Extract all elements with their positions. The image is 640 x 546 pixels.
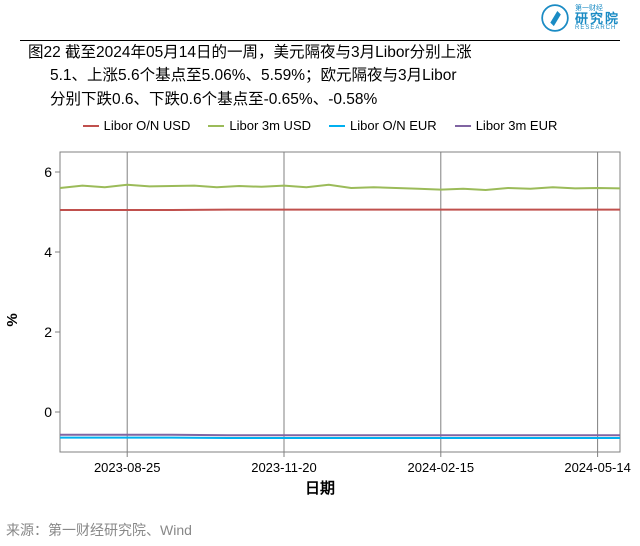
legend-item: Libor O/N EUR bbox=[329, 118, 437, 133]
legend-swatch bbox=[329, 125, 345, 127]
legend-swatch bbox=[455, 125, 471, 127]
x-tick-label: 2024-02-15 bbox=[408, 460, 475, 475]
legend-label: Libor O/N USD bbox=[104, 118, 191, 133]
logo-main: 研究院 bbox=[575, 12, 620, 25]
legend-swatch bbox=[83, 125, 99, 127]
legend-label: Libor 3m EUR bbox=[476, 118, 558, 133]
legend-label: Libor O/N EUR bbox=[350, 118, 437, 133]
logo-sub: RESEARCH bbox=[575, 25, 620, 31]
source-text: 来源：第一财经研究院、Wind bbox=[6, 520, 192, 540]
title-line-2: 5.1、上涨5.6个基点至5.06%、5.59%；欧元隔夜与3月Libor bbox=[20, 64, 620, 87]
plot-area bbox=[0, 140, 640, 500]
chart-legend: Libor O/N USD Libor 3m USD Libor O/N EUR Li… bbox=[0, 118, 640, 133]
y-tick-label: 6 bbox=[44, 164, 52, 180]
y-tick-label: 4 bbox=[44, 244, 52, 260]
legend-label: Libor 3m USD bbox=[229, 118, 311, 133]
x-tick-label: 2023-11-20 bbox=[251, 460, 317, 475]
y-tick-label: 2 bbox=[44, 324, 52, 340]
legend-item: Libor O/N USD bbox=[83, 118, 191, 133]
legend-item: Libor 3m USD bbox=[208, 118, 311, 133]
legend-item: Libor 3m EUR bbox=[455, 118, 558, 133]
chart-title: 图22 截至2024年05月14日的一周，美元隔夜与3月Libor分别上涨 5.… bbox=[20, 40, 620, 111]
x-tick-label: 2023-08-25 bbox=[94, 460, 161, 475]
title-line-1: 图22 截至2024年05月14日的一周，美元隔夜与3月Libor分别上涨 bbox=[20, 41, 620, 64]
line-chart: % 日期 02462023-08-252023-11-202024-02-152… bbox=[0, 140, 640, 500]
title-line-3: 分别下跌0.6、下跌0.6个基点至-0.65%、-0.58% bbox=[20, 88, 620, 111]
brand-logo: 第一财经 研究院 RESEARCH bbox=[541, 4, 620, 32]
y-tick-label: 0 bbox=[44, 404, 52, 420]
logo-icon bbox=[541, 4, 569, 32]
x-tick-label: 2024-05-14 bbox=[564, 460, 631, 475]
legend-swatch bbox=[208, 125, 224, 127]
